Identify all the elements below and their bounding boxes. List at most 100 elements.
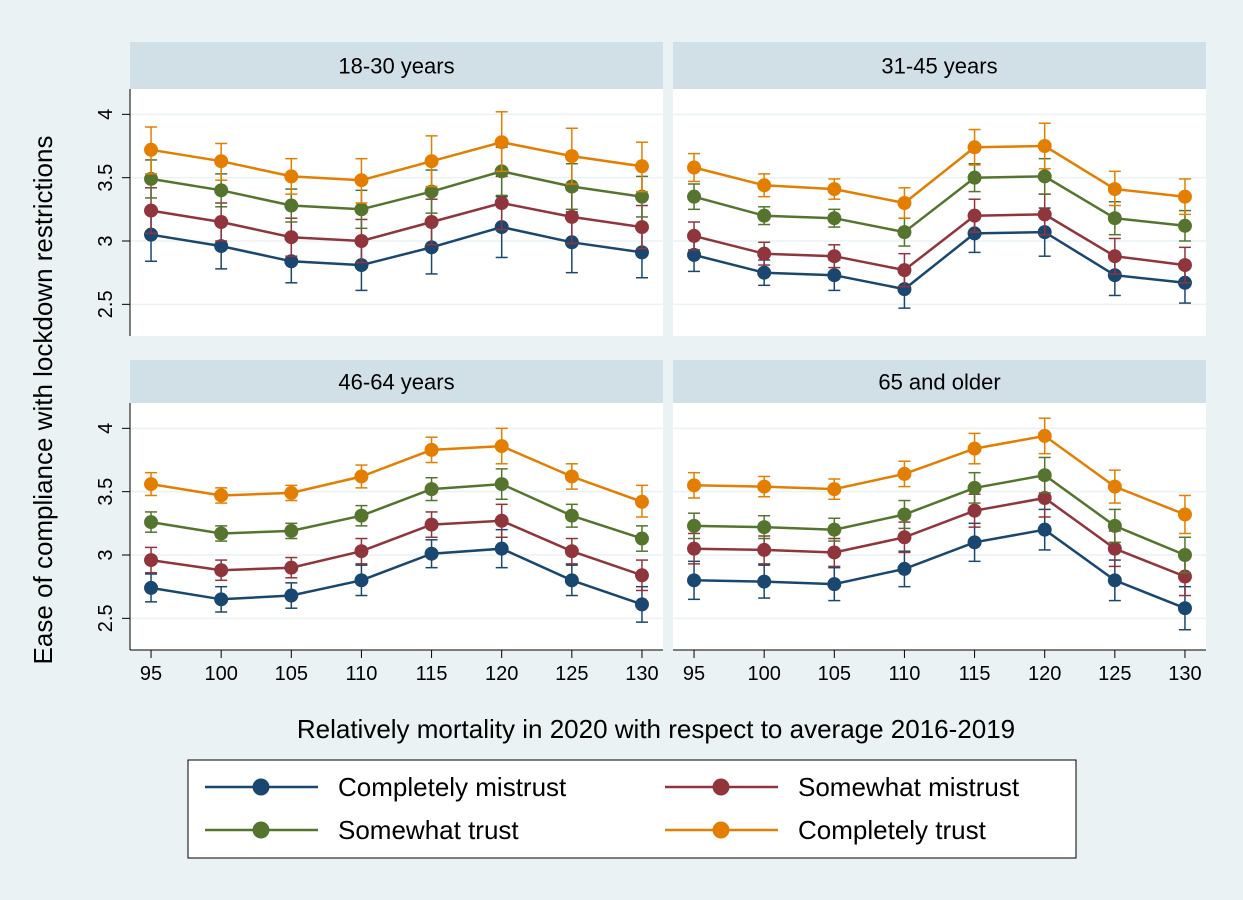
data-point	[757, 520, 772, 535]
data-point	[827, 545, 842, 560]
series-somewhat-trust	[687, 157, 1192, 247]
data-point	[284, 169, 299, 184]
data-point	[1107, 479, 1122, 494]
x-tick-label: 125	[1098, 663, 1131, 685]
data-point	[687, 478, 702, 493]
data-point	[564, 149, 579, 164]
series-line	[693, 434, 1186, 516]
data-point	[214, 154, 229, 169]
panel-31-45-years: 31-45 years	[673, 42, 1206, 336]
plot-area	[130, 89, 663, 336]
data-point	[1037, 428, 1052, 443]
data-point	[214, 239, 229, 254]
data-point	[687, 189, 702, 204]
data-point	[1177, 218, 1192, 233]
panel-title: 18-30 years	[338, 54, 454, 79]
data-point	[564, 209, 579, 224]
data-point	[967, 140, 982, 155]
data-point	[564, 179, 579, 194]
data-point	[897, 507, 912, 522]
series-line	[150, 547, 643, 606]
x-tick-label: 130	[625, 663, 658, 685]
data-point	[967, 170, 982, 185]
data-point	[897, 530, 912, 545]
data-point	[284, 523, 299, 538]
legend-label-somewhat-mistrust: Somewhat mistrust	[798, 772, 1020, 802]
data-point	[494, 513, 509, 528]
data-point	[354, 544, 369, 559]
series-line	[693, 175, 1186, 234]
data-point	[144, 227, 159, 242]
data-point	[757, 542, 772, 557]
legend-box	[187, 759, 1077, 859]
data-point	[424, 546, 439, 561]
x-tick-label: 110	[345, 663, 377, 685]
panel-65-and-older: 65 and older 95 100 105 110 115 120 125 130	[673, 360, 1206, 685]
data-point	[564, 573, 579, 588]
series-somewhat-trust	[687, 456, 1192, 574]
x-tick-label: 105	[818, 663, 851, 685]
data-point	[1107, 573, 1122, 588]
data-point	[1107, 268, 1122, 283]
legend-label-somewhat-trust: Somewhat trust	[338, 815, 519, 845]
data-point	[354, 508, 369, 523]
x-tick-label: 95	[683, 663, 705, 685]
data-point	[897, 225, 912, 240]
data-point	[1037, 169, 1052, 184]
data-point	[424, 215, 439, 229]
series-completely-trust	[144, 427, 649, 518]
data-point	[1037, 139, 1052, 153]
data-point	[1037, 522, 1052, 537]
panel-46-64-years: 46-64 years 2.5 3 3.5 4 95 100 105 110 115 120 125 1…	[95, 360, 663, 685]
data-point	[687, 160, 702, 175]
series-somewhat-trust	[144, 468, 649, 552]
data-point	[354, 573, 369, 588]
x-tick-label: 95	[140, 663, 162, 685]
chart-panels: 18-30 years 2.5 3 3.5 4 31-45 years 46-64 year…	[95, 42, 1206, 685]
panel-title: 65 and older	[878, 370, 1000, 395]
legend-item-completely-mistrust: Completely mistrust	[205, 772, 567, 802]
data-point	[424, 240, 439, 255]
data-point	[897, 561, 912, 576]
y-axis-label: Ease of compliance with lockdown restric…	[28, 136, 58, 665]
series-line	[693, 230, 1186, 291]
data-point	[1177, 548, 1192, 562]
data-point	[144, 171, 159, 186]
y-tick-label: 3.5	[95, 164, 117, 192]
data-point	[897, 282, 912, 297]
data-point	[634, 597, 649, 612]
data-point	[424, 482, 439, 497]
legend-marker-somewhat-mistrust	[712, 778, 730, 796]
data-point	[564, 508, 579, 523]
data-point	[1107, 541, 1122, 556]
data-point	[494, 439, 509, 454]
series-line	[150, 170, 643, 211]
data-point	[1107, 211, 1122, 226]
data-point	[284, 560, 299, 575]
data-point	[827, 522, 842, 537]
data-point	[687, 541, 702, 556]
data-point	[494, 477, 509, 492]
series-line	[150, 482, 643, 540]
series-line	[150, 225, 643, 267]
series-completely-trust	[687, 417, 1192, 535]
series-completely-trust	[687, 122, 1192, 219]
data-point	[1177, 601, 1192, 616]
data-point	[214, 183, 229, 198]
legend-marker-somewhat-trust	[252, 821, 270, 839]
x-tick-label: 115	[416, 663, 448, 685]
data-point	[757, 208, 772, 223]
data-point	[1037, 491, 1052, 505]
data-point	[424, 184, 439, 199]
series-completely-mistrust	[144, 528, 649, 623]
series-line	[693, 528, 1186, 610]
series-line	[693, 496, 1186, 578]
data-point	[967, 208, 982, 223]
x-tick-label: 100	[204, 663, 237, 685]
series-line	[150, 444, 643, 503]
data-point	[1037, 207, 1052, 222]
data-point	[827, 211, 842, 226]
data-point	[827, 482, 842, 497]
data-point	[757, 265, 772, 280]
